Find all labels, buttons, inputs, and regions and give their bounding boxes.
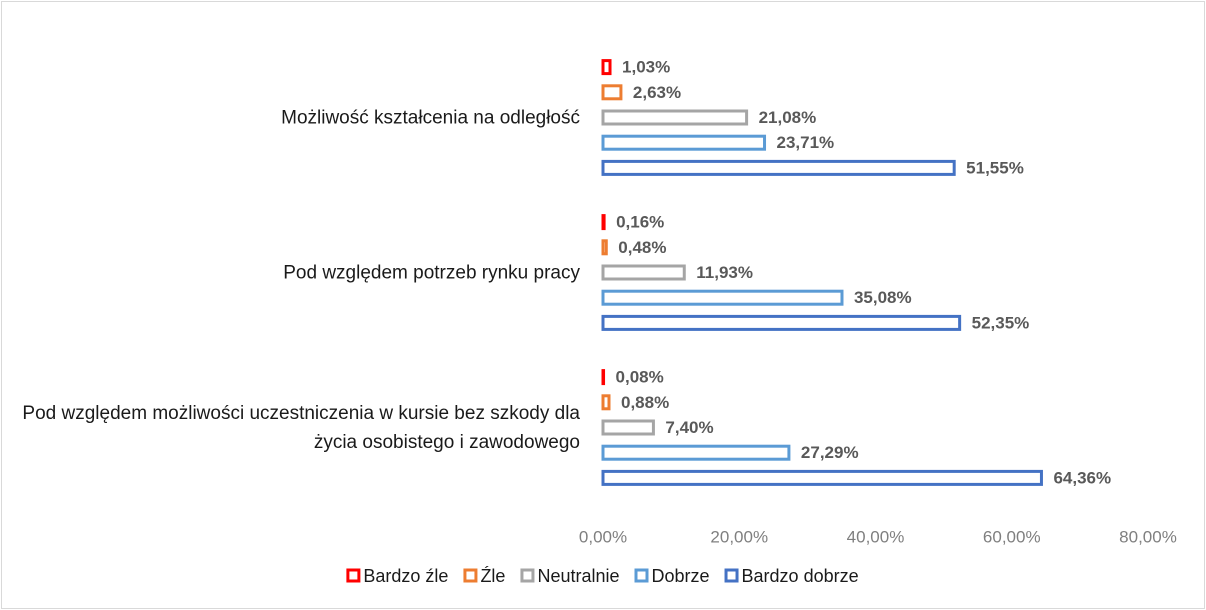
- value-label: 64,36%: [1053, 468, 1111, 487]
- value-label: 52,35%: [972, 313, 1030, 332]
- value-label: 51,55%: [966, 158, 1024, 177]
- bar: [601, 239, 608, 256]
- x-tick-label: 60,00%: [983, 527, 1041, 546]
- value-label: 11,93%: [696, 263, 753, 282]
- bar: [601, 159, 956, 176]
- x-tick-label: 40,00%: [847, 527, 905, 546]
- value-label: 1,03%: [622, 58, 670, 77]
- legend-swatch: [346, 568, 361, 583]
- bar: [601, 134, 767, 151]
- value-label: 0,08%: [616, 368, 664, 387]
- category-label: Pod względem potrzeb rynku pracy: [283, 262, 580, 283]
- legend-swatch: [463, 568, 478, 583]
- bar: [601, 264, 686, 281]
- value-label: 27,29%: [801, 443, 859, 462]
- legend-label: Bardzo źle: [363, 566, 448, 586]
- bar: [601, 84, 623, 101]
- x-tick-label: 80,00%: [1119, 527, 1177, 546]
- bar: [601, 59, 612, 76]
- value-label: 7,40%: [665, 418, 713, 437]
- category-label: Możliwość kształcenia na odległość: [281, 107, 580, 128]
- value-label: 2,63%: [633, 83, 681, 102]
- legend-label: Źle: [480, 566, 505, 586]
- legend-swatch: [724, 568, 739, 583]
- x-tick-label: 20,00%: [710, 527, 768, 546]
- value-label: 0,88%: [621, 393, 669, 412]
- value-label: 21,08%: [759, 108, 817, 127]
- bar: [601, 289, 844, 306]
- bar: [601, 314, 962, 331]
- bar: [601, 444, 791, 461]
- bar: [601, 469, 1043, 486]
- bar: [601, 214, 606, 231]
- x-tick-label: 0,00%: [579, 527, 627, 546]
- value-label: 0,16%: [616, 213, 664, 232]
- value-label: 0,48%: [618, 238, 666, 257]
- legend-label: Bardzo dobrze: [742, 566, 859, 586]
- legend-label: Dobrze: [652, 566, 710, 586]
- legend-swatch: [520, 568, 535, 583]
- bar: [601, 419, 655, 436]
- legend-swatch: [634, 568, 649, 583]
- legend-label: Neutralnie: [537, 566, 619, 586]
- bar: [601, 109, 749, 126]
- value-label: 23,71%: [777, 133, 835, 152]
- value-label: 35,08%: [854, 288, 912, 307]
- category-label: Pod względem możliwości uczestniczenia w…: [22, 402, 580, 453]
- bar: [601, 369, 606, 386]
- bar: [601, 394, 611, 411]
